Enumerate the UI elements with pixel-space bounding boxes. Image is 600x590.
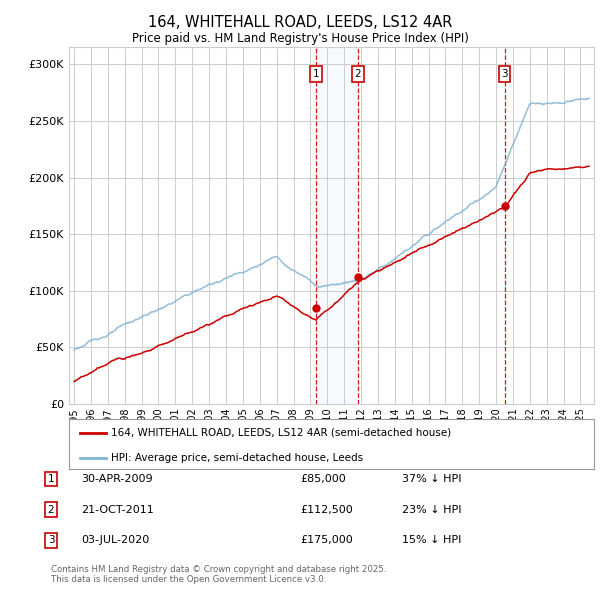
Text: 3: 3: [47, 536, 55, 545]
Text: 164, WHITEHALL ROAD, LEEDS, LS12 4AR (semi-detached house): 164, WHITEHALL ROAD, LEEDS, LS12 4AR (se…: [111, 428, 451, 438]
Text: 2: 2: [355, 69, 361, 79]
Text: £175,000: £175,000: [300, 536, 353, 545]
Text: 1: 1: [313, 69, 319, 79]
Text: £112,500: £112,500: [300, 505, 353, 514]
Text: £85,000: £85,000: [300, 474, 346, 484]
Text: 21-OCT-2011: 21-OCT-2011: [81, 505, 154, 514]
Text: 23% ↓ HPI: 23% ↓ HPI: [402, 505, 461, 514]
Text: 2: 2: [47, 505, 55, 514]
Text: HPI: Average price, semi-detached house, Leeds: HPI: Average price, semi-detached house,…: [111, 453, 363, 463]
Text: 1: 1: [47, 474, 55, 484]
Text: 30-APR-2009: 30-APR-2009: [81, 474, 152, 484]
Text: Contains HM Land Registry data © Crown copyright and database right 2025.
This d: Contains HM Land Registry data © Crown c…: [51, 565, 386, 584]
Bar: [316, 47, 358, 404]
Text: Price paid vs. HM Land Registry's House Price Index (HPI): Price paid vs. HM Land Registry's House …: [131, 32, 469, 45]
Text: 37% ↓ HPI: 37% ↓ HPI: [402, 474, 461, 484]
Text: 15% ↓ HPI: 15% ↓ HPI: [402, 536, 461, 545]
Text: 164, WHITEHALL ROAD, LEEDS, LS12 4AR: 164, WHITEHALL ROAD, LEEDS, LS12 4AR: [148, 15, 452, 30]
Text: 3: 3: [501, 69, 508, 79]
Text: 03-JUL-2020: 03-JUL-2020: [81, 536, 149, 545]
